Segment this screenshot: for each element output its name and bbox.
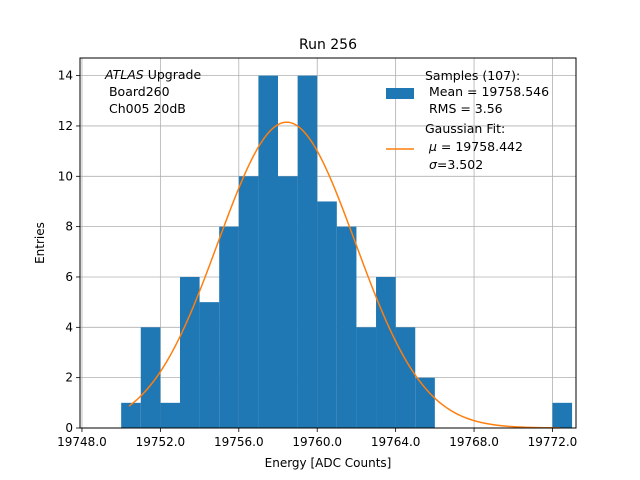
gaussian-fit-curve [128, 121, 561, 429]
x-tick-label: 19760.0 [292, 435, 342, 449]
histogram-bar [199, 302, 220, 428]
annotation-line-2: Board260 [105, 84, 170, 99]
y-tick-label: 10 [58, 169, 73, 183]
legend-fit-mu: μ = 19758.442 [425, 139, 523, 154]
x-tick-label: 19748.0 [57, 435, 107, 449]
histogram-bar [317, 201, 337, 428]
y-tick-label: 4 [65, 320, 73, 334]
histogram-bar [376, 276, 396, 428]
y-tick-label: 6 [65, 270, 73, 284]
histogram-bar [297, 75, 318, 428]
histogram-bar [356, 327, 377, 428]
legend-samples-title: Samples (107): [425, 68, 520, 83]
histogram-bar [179, 276, 200, 428]
annotation-atlas: ATLAS [104, 67, 144, 82]
chart-title: Run 256 [299, 37, 357, 53]
histogram-bar [415, 377, 435, 428]
histogram-bar [140, 327, 161, 428]
x-axis-ticks: 19748.0 19752.0 19756.0 19760.0 19764.0 19768… [57, 428, 577, 449]
grid-lines [80, 58, 576, 429]
y-tick-label: 2 [65, 371, 73, 385]
histogram-bar [395, 327, 416, 428]
legend-samples-swatch [386, 88, 414, 99]
legend-fit-sigma: σ=3.502 [425, 157, 483, 172]
y-tick-label: 8 [65, 220, 73, 234]
x-tick-label: 19768.0 [449, 435, 499, 449]
x-tick-label: 19772.0 [528, 435, 578, 449]
x-tick-label: 19764.0 [371, 435, 421, 449]
plot-frame [79, 57, 577, 429]
y-tick-label: 0 [65, 421, 73, 435]
histogram-bars [121, 75, 573, 428]
histogram-bar [160, 402, 180, 428]
legend-fit-title: Gaussian Fit: [425, 121, 505, 136]
histogram-bar [258, 75, 279, 428]
annotation-line-1: ATLAS Upgrade [104, 67, 201, 82]
histogram-bar [552, 402, 573, 428]
y-axis-ticks: 0 2 4 6 8 10 12 14 [58, 69, 80, 435]
annotation-line-3: Ch005 20dB [105, 101, 186, 116]
legend: Samples (107): Mean = 19758.546 RMS = 3.… [386, 68, 549, 172]
y-tick-label: 12 [58, 119, 73, 133]
histogram-bar [238, 176, 259, 428]
histogram-bar [219, 226, 239, 428]
y-axis-label: Entries [33, 222, 47, 264]
histogram-bar [278, 176, 298, 428]
histogram-bar [336, 226, 357, 428]
gaussian-fit [128, 121, 561, 429]
legend-samples-mean: Mean = 19758.546 [425, 84, 549, 99]
legend-samples-rms: RMS = 3.56 [425, 101, 503, 116]
histogram-bar [121, 402, 141, 428]
x-tick-label: 19756.0 [214, 435, 264, 449]
annotation-upgrade: Upgrade [144, 67, 202, 82]
info-annotation: ATLAS Upgrade Board260 Ch005 20dB [104, 67, 201, 116]
x-axis-label: Energy [ADC Counts] [265, 456, 392, 470]
x-tick-label: 19752.0 [136, 435, 186, 449]
y-tick-label: 14 [58, 69, 73, 83]
